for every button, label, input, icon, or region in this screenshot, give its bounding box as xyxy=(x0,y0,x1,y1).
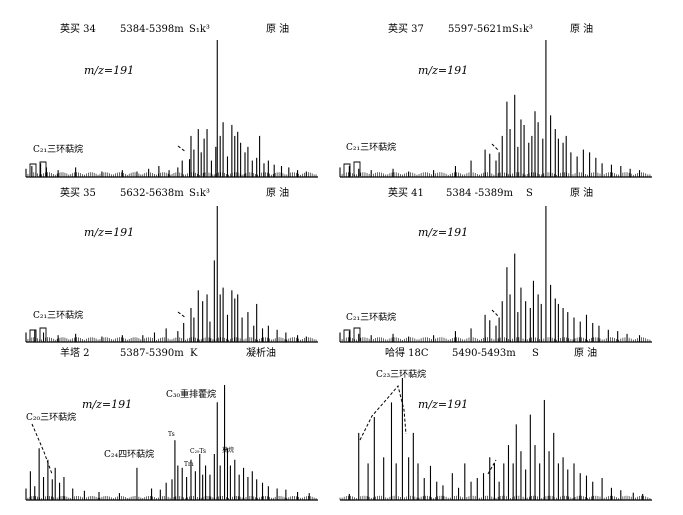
depth-label: 5632-5638m xyxy=(120,188,184,199)
peak-annotation: C₂₉Ts xyxy=(190,448,206,455)
chromatogram-trace xyxy=(339,378,652,501)
depth-label: 5597-5621m xyxy=(448,24,512,35)
peak-annotation: C₂₁三环萜烷 xyxy=(33,309,83,321)
sample-label: 原 油 xyxy=(266,22,289,35)
annotation-dash xyxy=(177,145,187,153)
chromatogram-trace xyxy=(25,385,318,501)
peak-annotation: Tm xyxy=(184,461,194,468)
depth-label: 5384 -5389m xyxy=(446,188,513,199)
depth-label: 5490-5493m xyxy=(452,348,516,359)
mz-label: m/z=191 xyxy=(418,64,468,77)
peak-annotation: C₂₁三环萜烷 xyxy=(33,143,83,155)
annotation-bracket xyxy=(343,329,351,341)
peak-annotation: C₂₁三环萜烷 xyxy=(346,141,396,153)
annotation-bracket xyxy=(39,327,47,341)
sample-label: 原 油 xyxy=(266,186,289,199)
peak-annotation: C₃₀重排藿烷 xyxy=(166,388,216,400)
annotation-bracket xyxy=(29,329,37,341)
chromatogram-trace xyxy=(25,40,318,178)
peak-annotation: C₂₄四环萜烷 xyxy=(104,448,154,460)
annotation-dash xyxy=(359,384,407,441)
formation-label: S₁k³ xyxy=(189,188,210,199)
mz-label: m/z=191 xyxy=(418,226,468,239)
annotation-bracket xyxy=(353,161,361,176)
peak-annotation: C₂₃三环萜烷 xyxy=(376,368,426,380)
well-name: 英买 41 xyxy=(388,186,424,199)
formation-label: K xyxy=(190,348,198,359)
well-name: 英买 37 xyxy=(388,22,424,35)
chromatogram-trace xyxy=(25,206,318,343)
annotation-bracket xyxy=(343,163,351,176)
mz-label: m/z=191 xyxy=(82,398,132,411)
peak-annotation: Ts xyxy=(168,431,175,438)
annotation-bracket xyxy=(29,163,37,176)
annotation-dash xyxy=(31,423,53,475)
formation-label: S₁k³ xyxy=(189,24,210,35)
peak-annotation: C₂₀三环萜烷 xyxy=(26,411,76,423)
sample-label: 原 油 xyxy=(570,22,593,35)
mz-label: m/z=191 xyxy=(418,398,468,411)
panel-hd18c: 哈得 18C 5490-5493m S 原 油 m/z=191 C₂₃三环萜烷 xyxy=(339,346,652,501)
sample-label: 原 油 xyxy=(570,186,593,199)
annotation-dash xyxy=(491,143,499,151)
mz-label: m/z=191 xyxy=(84,226,134,239)
formation-label: S xyxy=(526,188,533,199)
panel-yt2: 羊塔 2 5387-5390m K 凝析油 m/z=191 C₂₀三环萜烷 C₂… xyxy=(25,346,318,501)
sample-label: 原 油 xyxy=(574,346,597,359)
panel-ym41: 英买 41 5384 -5389m S 原 油 m/z=191 C₂₁三环萜烷 xyxy=(339,186,652,343)
mz-label: m/z=191 xyxy=(84,64,134,77)
chromatogram-trace xyxy=(339,40,652,178)
annotation-dash xyxy=(177,311,187,319)
well-name: 英买 35 xyxy=(60,186,96,199)
depth-label: 5384-5398m xyxy=(120,24,184,35)
panel-ym37: 英买 37 5597-5621m S₁k³ 原 油 m/z=191 C₂₁三环萜… xyxy=(339,22,652,178)
peak-annotation: C₂₁三环萜烷 xyxy=(346,311,396,323)
chromatogram-trace xyxy=(339,206,652,343)
depth-label: 5387-5390m xyxy=(120,348,184,359)
formation-label: S xyxy=(532,348,539,359)
well-name: 哈得 18C xyxy=(385,346,429,359)
well-name: 羊塔 2 xyxy=(60,346,90,359)
annotation-dash xyxy=(491,309,499,317)
annotation-bracket xyxy=(353,327,361,341)
formation-label: S₁k³ xyxy=(512,24,533,35)
well-name: 英买 34 xyxy=(60,22,96,35)
sample-label: 凝析油 xyxy=(246,346,276,359)
panel-ym34: 英买 34 5384-5398m S₁k³ 原 油 m/z=191 C₂₁三环萜… xyxy=(25,22,318,178)
panel-ym35: 英买 35 5632-5638m S₁k³ 原 油 m/z=191 C₂₁三环萜… xyxy=(25,186,318,343)
